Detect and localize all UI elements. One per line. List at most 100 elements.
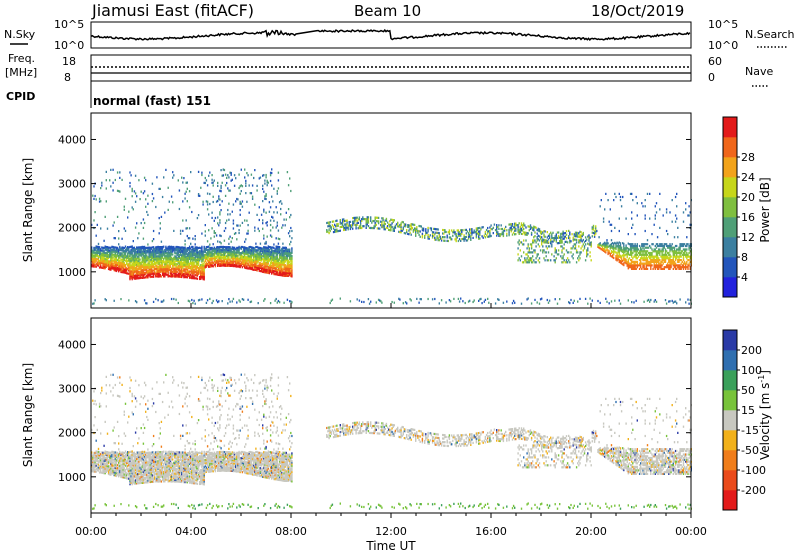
- power-cell: [421, 236, 424, 239]
- power-cell: [272, 258, 274, 261]
- power-cell: [146, 259, 148, 262]
- power-cell: [291, 251, 293, 254]
- power-cell: [650, 264, 652, 267]
- power-cell: [237, 259, 239, 262]
- power-cell: [206, 200, 209, 203]
- power-cell: [276, 221, 278, 224]
- power-cell: [266, 249, 268, 252]
- power-cell: [373, 220, 375, 223]
- power-cell: [202, 265, 204, 269]
- power-cell: [197, 170, 200, 173]
- power-cell: [217, 301, 219, 304]
- power-cell: [220, 209, 222, 212]
- power-cell: [577, 235, 579, 238]
- power-cell: [478, 234, 480, 237]
- power-cell: [678, 267, 680, 270]
- power-cell: [644, 251, 646, 255]
- power-cell: [121, 254, 123, 257]
- power-cell: [148, 266, 150, 269]
- power-cell: [537, 243, 539, 246]
- power-cell: [632, 246, 634, 249]
- power-cell: [110, 259, 112, 262]
- power-cell: [502, 233, 505, 236]
- power-cell: [667, 264, 669, 267]
- power-cell: [109, 263, 111, 266]
- power-cell: [384, 228, 386, 231]
- power-cell: [399, 231, 401, 234]
- power-cell: [199, 254, 201, 257]
- power-cell: [192, 269, 194, 272]
- power-cell: [217, 253, 219, 256]
- power-cell: [587, 249, 589, 252]
- power-cell: [656, 260, 659, 263]
- power-cell: [105, 264, 107, 267]
- power-cell: [661, 243, 663, 246]
- power-cell: [530, 233, 533, 236]
- power-cell: [618, 259, 620, 262]
- power-cell: [415, 234, 417, 237]
- power-cell: [263, 253, 265, 256]
- power-cell: [196, 256, 199, 259]
- power-cell: [164, 275, 166, 278]
- power-cell: [233, 174, 236, 177]
- power-cell: [131, 270, 133, 273]
- power-cell: [271, 249, 273, 252]
- power-cell: [610, 242, 613, 246]
- power-cell: [223, 264, 226, 267]
- power-cell: [130, 265, 132, 268]
- power-cell: [159, 258, 161, 261]
- power-cell: [281, 252, 283, 255]
- power-cell: [573, 235, 575, 238]
- power-cell: [102, 266, 104, 269]
- power-cell: [143, 256, 146, 259]
- power-cell: [289, 248, 291, 251]
- power-cell: [266, 251, 268, 254]
- power-cell: [206, 250, 209, 253]
- power-cell: [218, 224, 220, 227]
- power-cell: [175, 267, 177, 270]
- power-cell: [230, 264, 232, 267]
- power-cell: [365, 226, 367, 229]
- power-cell: [188, 253, 191, 256]
- power-cell: [632, 199, 634, 202]
- power-cell: [246, 248, 248, 251]
- power-cell: [610, 239, 613, 242]
- power-cell: [203, 272, 205, 275]
- power-cell: [253, 176, 255, 180]
- power-cell: [209, 243, 211, 246]
- power-cell: [176, 266, 178, 269]
- power-cell: [156, 275, 158, 278]
- power-cell: [138, 255, 140, 258]
- power-cell: [105, 187, 107, 190]
- power-cell: [286, 250, 289, 253]
- power-cell: [668, 300, 670, 303]
- power-cell: [344, 219, 346, 223]
- power-cell: [190, 250, 192, 253]
- power-cell: [346, 226, 348, 229]
- power-cell: [170, 256, 173, 259]
- power-cell: [642, 243, 644, 246]
- power-cell: [157, 275, 159, 278]
- power-cell: [557, 234, 560, 238]
- power-cell: [186, 273, 188, 276]
- power-cell: [271, 264, 273, 267]
- power-cell: [643, 255, 645, 258]
- power-cell: [277, 264, 280, 267]
- power-cell: [605, 297, 607, 300]
- power-cell: [165, 247, 167, 250]
- power-cell: [523, 239, 525, 242]
- power-cell: [136, 301, 138, 304]
- power-cell: [274, 257, 276, 260]
- power-cell: [202, 257, 204, 261]
- power-cell: [629, 264, 632, 267]
- power-cell: [642, 250, 644, 253]
- power-cell: [138, 246, 140, 249]
- power-cell: [290, 254, 292, 258]
- power-cell: [598, 246, 600, 249]
- power-cell: [641, 250, 643, 253]
- power-cell: [132, 270, 134, 273]
- power-cell: [278, 252, 281, 255]
- power-cell: [145, 265, 147, 268]
- power-cell: [184, 239, 186, 242]
- power-cell: [163, 267, 165, 270]
